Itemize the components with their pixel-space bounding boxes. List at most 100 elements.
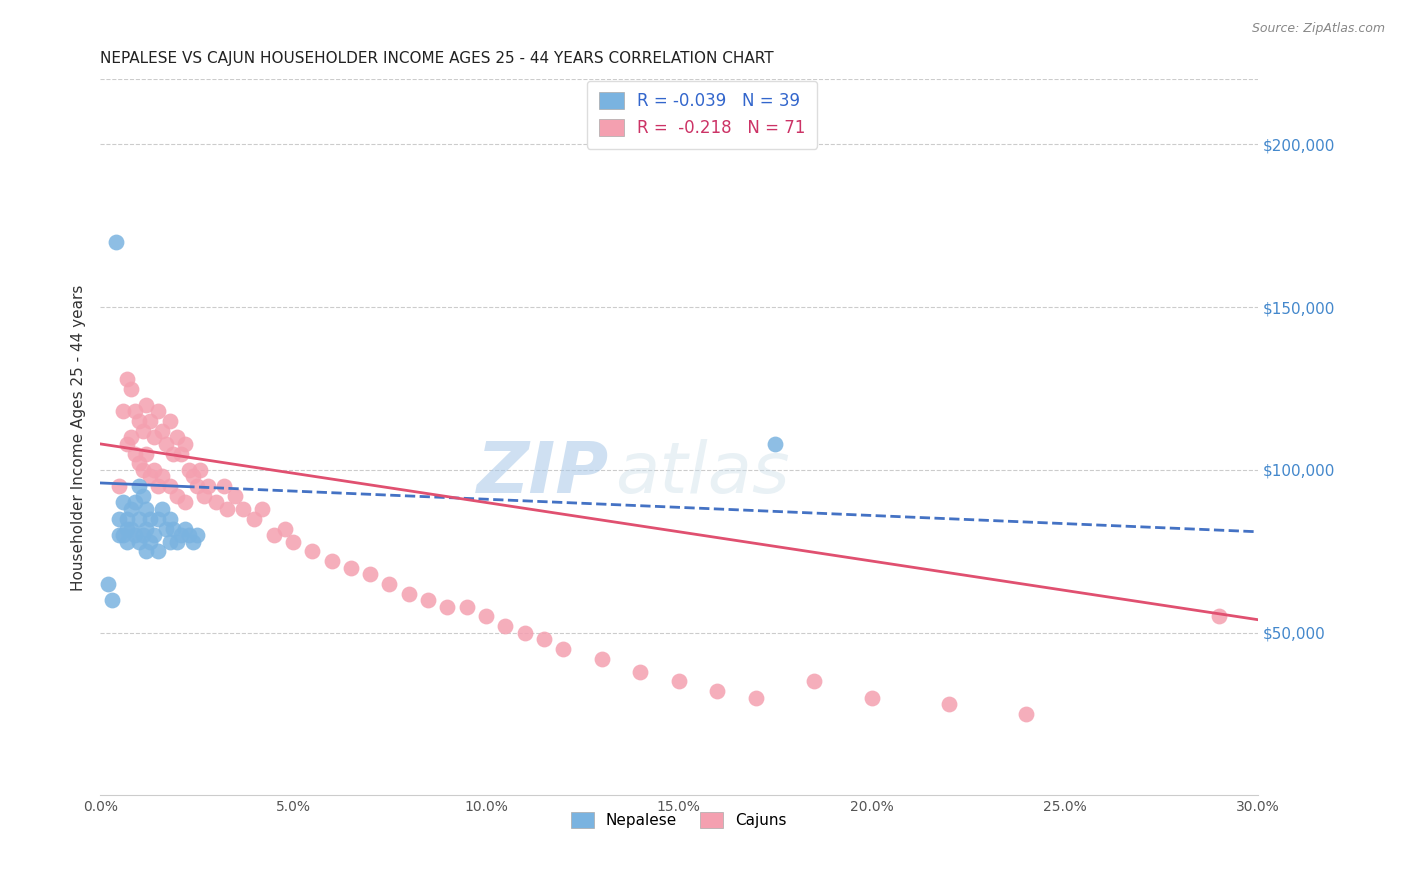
Point (378, 577, 401, 591)
Point (139, 534, 162, 549)
Point (143, 430, 166, 444)
Point (250, 502, 273, 516)
Point (359, 567, 381, 582)
Point (115, 512, 138, 526)
Point (177, 463, 200, 477)
Point (938, 698, 960, 712)
Point (128, 512, 150, 526)
Point (143, 528, 166, 542)
Point (120, 430, 142, 444)
Point (166, 534, 188, 549)
Y-axis label: Householder Income Ages 25 - 44 years: Householder Income Ages 25 - 44 years (72, 285, 86, 591)
Point (131, 463, 153, 477)
Point (155, 521, 177, 535)
Point (212, 479, 235, 493)
Point (115, 534, 138, 549)
Point (186, 479, 208, 493)
Point (97, 577, 120, 591)
Point (803, 674, 825, 689)
Point (124, 447, 146, 461)
Point (150, 502, 173, 516)
Point (143, 463, 166, 477)
Point (146, 512, 169, 526)
Point (124, 528, 146, 542)
Point (456, 599, 478, 614)
Point (159, 512, 181, 526)
Point (340, 560, 363, 574)
Point (263, 528, 285, 542)
Point (321, 554, 343, 568)
Point (159, 479, 181, 493)
Point (513, 625, 536, 640)
Point (115, 521, 138, 535)
Point (1208, 609, 1230, 624)
Point (150, 424, 173, 438)
Point (159, 534, 181, 549)
Point (131, 489, 153, 503)
Point (139, 469, 162, 483)
Point (533, 632, 555, 647)
Point (100, 593, 122, 607)
Point (162, 447, 184, 461)
Point (135, 521, 157, 535)
Point (170, 447, 193, 461)
Point (120, 382, 142, 396)
Point (416, 593, 439, 607)
Point (706, 684, 728, 698)
Point (135, 544, 157, 558)
Point (668, 674, 690, 689)
Point (128, 534, 150, 549)
Point (193, 489, 215, 503)
Point (217, 502, 239, 516)
Point (139, 414, 162, 428)
Point (120, 521, 142, 535)
Point (162, 521, 184, 535)
Point (591, 651, 613, 665)
Point (112, 528, 135, 542)
Point (494, 619, 516, 633)
Point (146, 404, 169, 418)
Point (108, 512, 131, 526)
Point (166, 489, 188, 503)
Point (224, 489, 246, 503)
Point (139, 512, 162, 526)
Point (174, 495, 197, 509)
Text: NEPALESE VS CAJUN HOUSEHOLDER INCOME AGES 25 - 44 YEARS CORRELATION CHART: NEPALESE VS CAJUN HOUSEHOLDER INCOME AGE… (100, 51, 773, 66)
Point (197, 479, 219, 493)
Point (860, 690, 883, 705)
Point (131, 424, 153, 438)
Point (124, 495, 146, 509)
Point (205, 495, 228, 509)
Point (166, 430, 188, 444)
Point (274, 521, 297, 535)
Point (763, 437, 786, 451)
Point (124, 404, 146, 418)
Point (155, 437, 177, 451)
Point (628, 665, 651, 679)
Point (186, 528, 208, 542)
Point (190, 463, 212, 477)
Point (174, 521, 197, 535)
Point (146, 544, 169, 558)
Point (436, 599, 458, 614)
Point (135, 398, 157, 412)
Point (170, 528, 193, 542)
Point (551, 642, 574, 657)
Point (128, 414, 150, 428)
Point (115, 437, 138, 451)
Point (120, 502, 142, 516)
Point (128, 457, 150, 471)
Point (112, 404, 135, 418)
Text: ZIP: ZIP (477, 439, 609, 508)
Point (128, 479, 150, 493)
Text: atlas: atlas (616, 439, 790, 508)
Point (146, 479, 169, 493)
Point (745, 690, 768, 705)
Point (301, 544, 323, 558)
Point (181, 469, 204, 483)
Point (108, 528, 131, 542)
Legend: Nepalese, Cajuns: Nepalese, Cajuns (565, 806, 793, 834)
Point (181, 534, 204, 549)
Point (398, 586, 420, 600)
Point (135, 502, 157, 516)
